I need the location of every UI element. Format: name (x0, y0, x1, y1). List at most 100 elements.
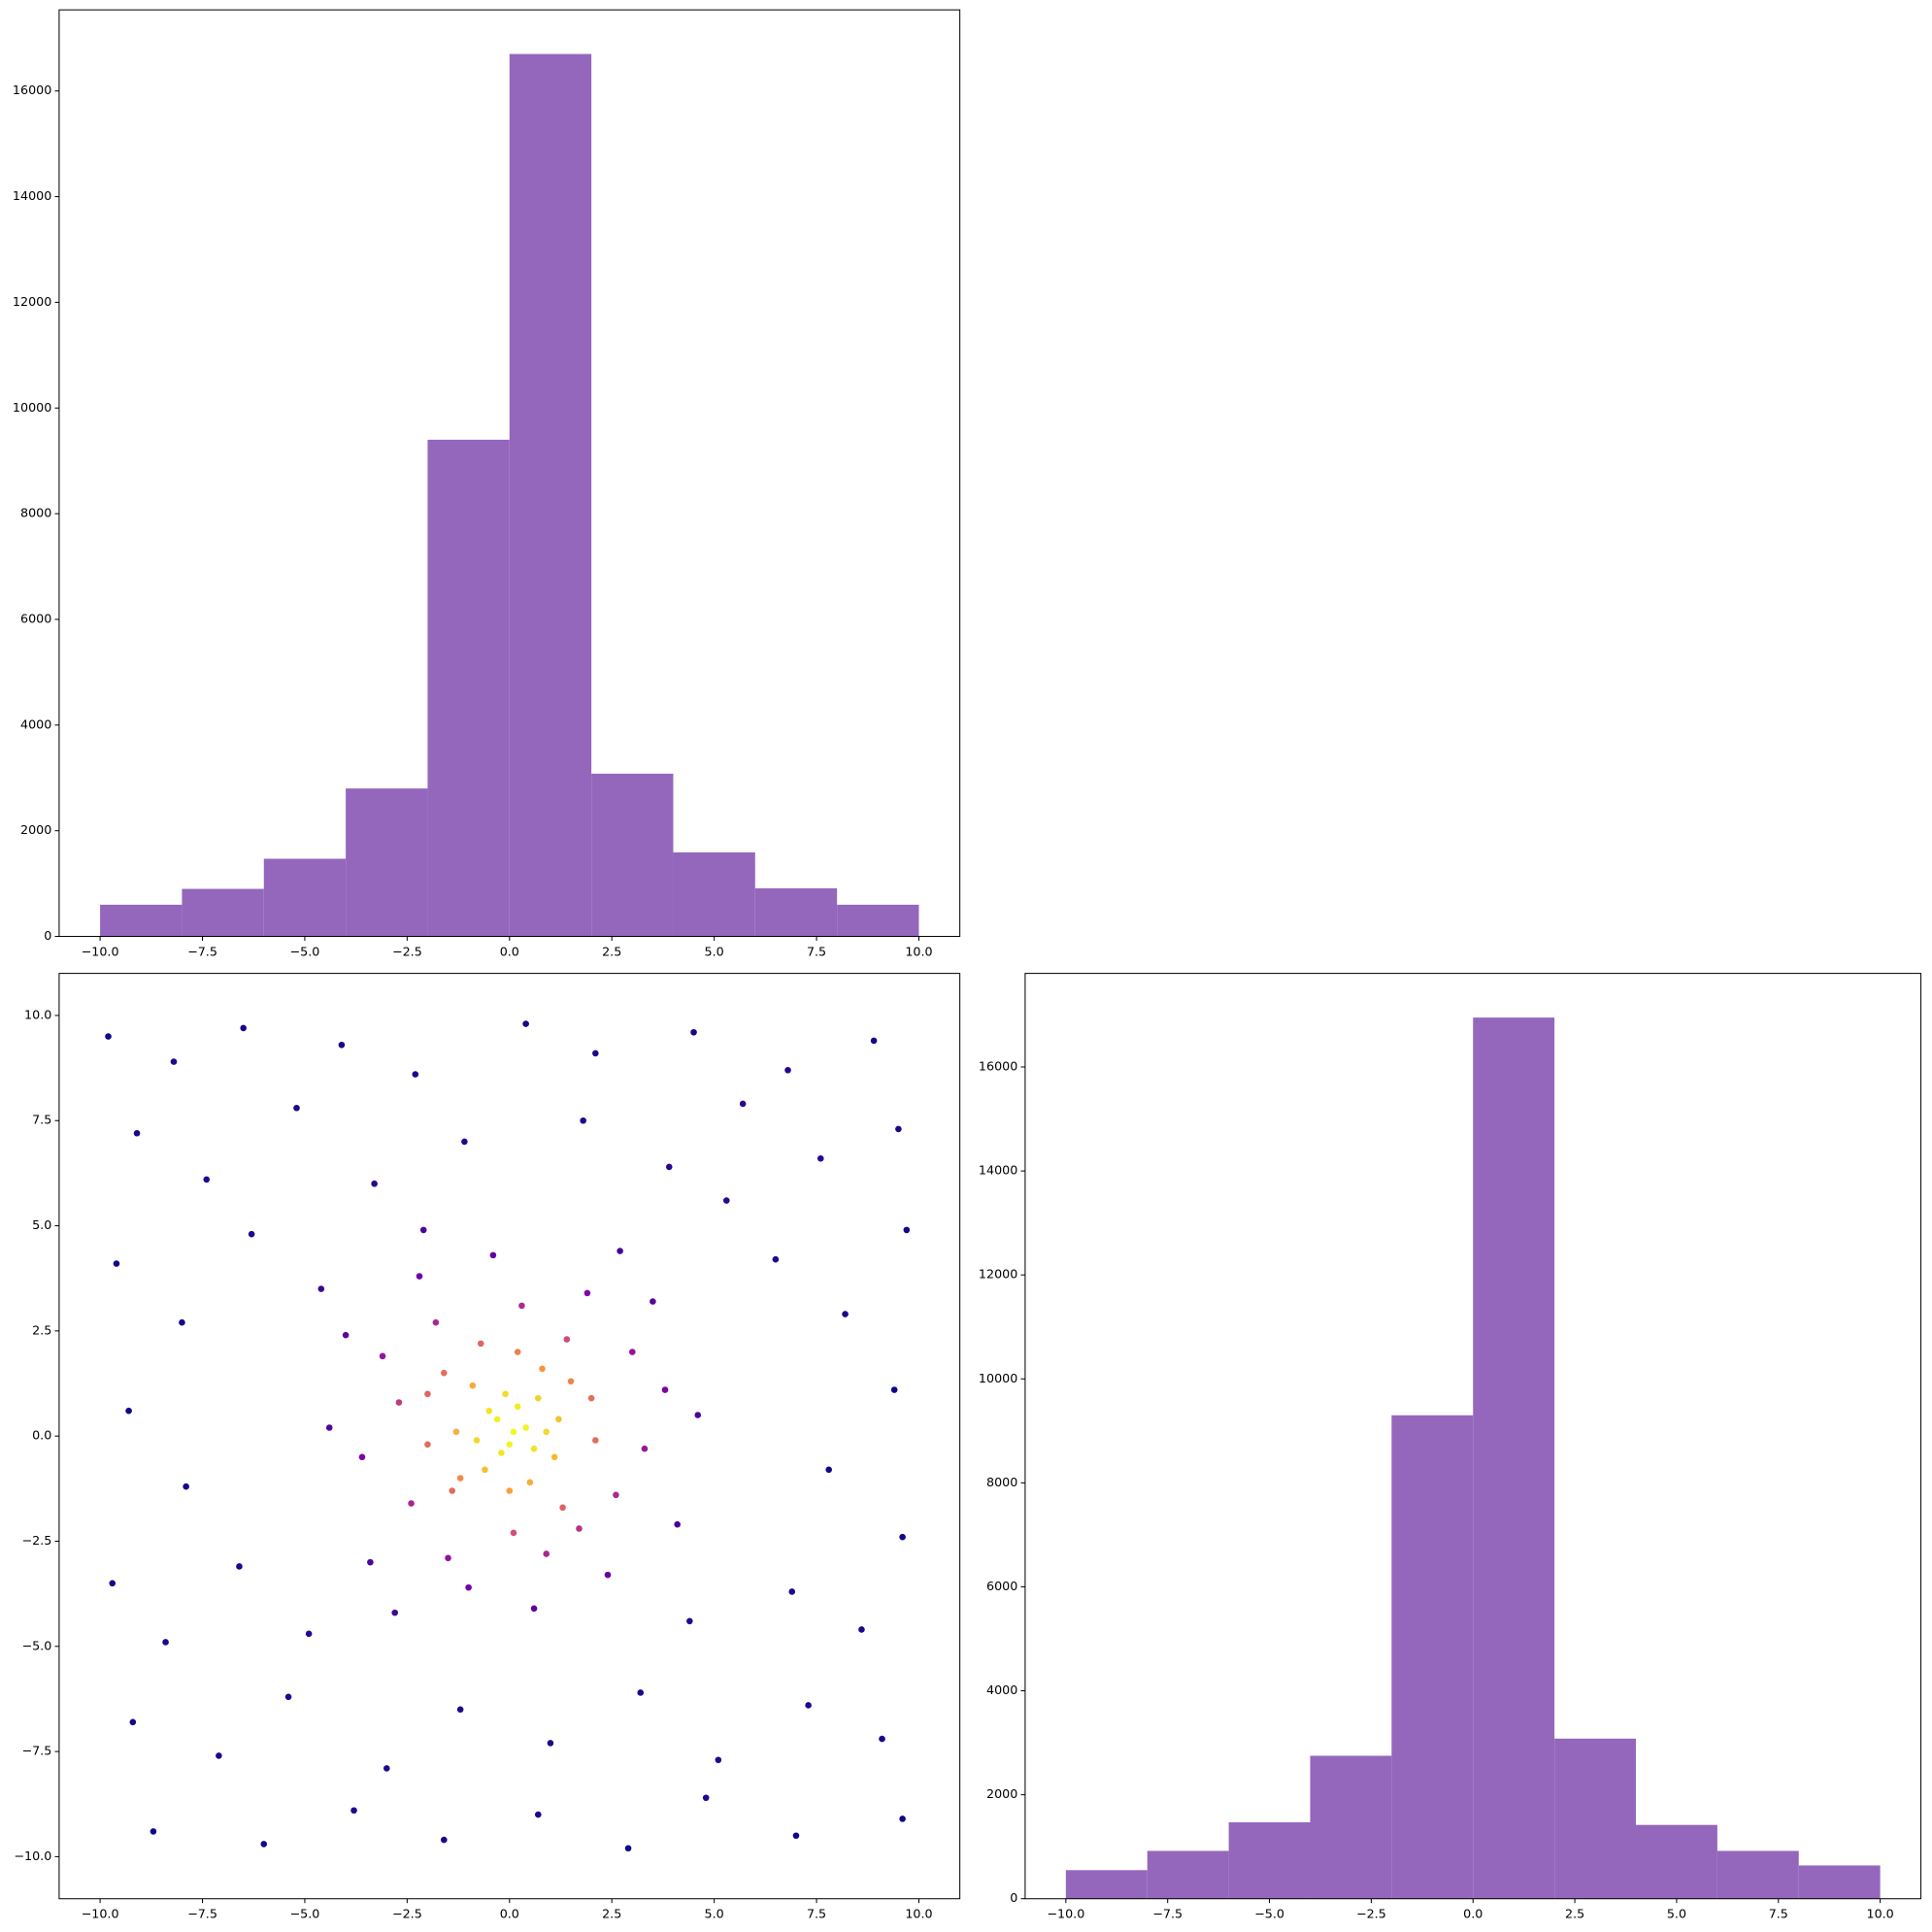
point (383, 1765, 390, 1772)
point (899, 1815, 906, 1822)
point (325, 1424, 333, 1431)
y-tick-label: 4000 (20, 716, 51, 731)
point (133, 1129, 141, 1137)
point (784, 1066, 791, 1074)
point (482, 1466, 488, 1474)
point (616, 1248, 623, 1254)
bar (754, 888, 838, 937)
point (526, 1479, 534, 1486)
point (792, 1832, 800, 1840)
y-tick-label: 6000 (20, 611, 51, 625)
point (367, 1558, 374, 1566)
y-tick-label: −10.0 (14, 1849, 51, 1863)
point (567, 1378, 575, 1385)
x-tick-label: −10.0 (82, 1907, 119, 1921)
bar (673, 852, 755, 937)
point (432, 1318, 440, 1326)
y-tick-label: 16000 (979, 1058, 1017, 1073)
point (879, 1735, 885, 1743)
point (624, 1845, 632, 1852)
x-tick-label: −5.0 (1254, 1907, 1284, 1921)
point (489, 1251, 497, 1259)
y-tick-label: 7.5 (32, 1113, 51, 1127)
y-tick-label: 12000 (13, 294, 51, 309)
point (702, 1794, 710, 1802)
point (510, 1428, 517, 1436)
y-tick-label: 2000 (20, 822, 51, 837)
point (240, 1024, 247, 1032)
point (686, 1617, 693, 1625)
bar (1636, 1824, 1717, 1899)
point (129, 1718, 137, 1726)
point (179, 1318, 185, 1326)
point (485, 1407, 493, 1415)
point (371, 1180, 378, 1187)
point (506, 1441, 514, 1449)
point (395, 1399, 403, 1406)
y-tick-label: 16000 (13, 83, 51, 97)
bar (1391, 1415, 1474, 1899)
point (543, 1428, 550, 1436)
point (805, 1702, 812, 1709)
y-tick-label: 10.0 (24, 1007, 51, 1021)
point (260, 1841, 268, 1848)
point (445, 1554, 451, 1562)
x-tick-label: −7.5 (1152, 1907, 1183, 1921)
bar (1147, 1850, 1229, 1899)
point (203, 1176, 211, 1183)
point (408, 1500, 415, 1507)
point (342, 1331, 350, 1339)
point (391, 1609, 399, 1616)
point (236, 1563, 243, 1570)
point (650, 1298, 656, 1305)
point (469, 1382, 477, 1389)
point (559, 1504, 566, 1512)
point (183, 1482, 189, 1490)
bar (100, 904, 183, 937)
y-tick-label: 10000 (13, 400, 51, 415)
point (379, 1352, 386, 1360)
x-tick-label: −7.5 (187, 1907, 217, 1921)
point (641, 1445, 649, 1452)
y-tick-label: −2.5 (21, 1533, 51, 1548)
point (592, 1437, 599, 1444)
point (661, 1386, 669, 1393)
point (674, 1520, 681, 1528)
y-tick-label: −5.0 (21, 1638, 51, 1652)
point (105, 1033, 112, 1040)
point (216, 1752, 222, 1759)
x-tick-label: −5.0 (290, 1907, 320, 1921)
point (456, 1475, 464, 1482)
y-tick-label: 14000 (979, 1163, 1017, 1178)
x-tick-label: 5.0 (705, 945, 724, 959)
axes-frame (58, 973, 961, 1900)
bar (1554, 1738, 1637, 1899)
bar (263, 858, 347, 937)
x-tick-label: 0.0 (1463, 1907, 1482, 1921)
x-tick-label: 7.5 (807, 945, 826, 959)
bar (182, 888, 264, 937)
point (604, 1571, 612, 1579)
y-tick-label: 8000 (20, 506, 51, 520)
point (452, 1428, 460, 1436)
point (456, 1706, 464, 1714)
bar (1065, 1870, 1148, 1899)
point (903, 1226, 911, 1234)
point (465, 1583, 472, 1591)
y-tick-label: 8000 (986, 1475, 1017, 1489)
point (477, 1340, 484, 1348)
bar (591, 773, 674, 937)
point (665, 1163, 673, 1171)
y-tick-label: 0 (44, 928, 51, 943)
point (522, 1020, 529, 1027)
x-tick-label: 5.0 (705, 1907, 724, 1921)
bar (837, 904, 919, 937)
point (535, 1394, 542, 1402)
x-tick-label: 5.0 (1667, 1907, 1686, 1921)
x-tick-label: 10.0 (905, 1907, 932, 1921)
y-tick-label: 5.0 (32, 1217, 51, 1232)
point (547, 1740, 554, 1747)
point (305, 1630, 313, 1638)
x-tick-label: 0.0 (500, 945, 519, 959)
x-tick-label: 10.0 (905, 945, 932, 959)
